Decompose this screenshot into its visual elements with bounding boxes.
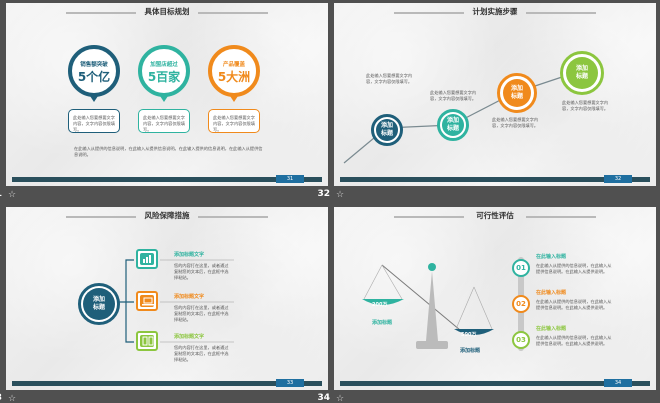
left-value: 200万 [372, 302, 388, 308]
item-text-1: 您的内容打在这里，或者通过复制您的文本后，在此框中选择粘贴。 [174, 263, 229, 280]
step-text-3: 此处输入您要想要文字内容，文字内容仅限填写。 [492, 117, 539, 128]
item-text-3: 您的内容打在这里，或者通过复制您的文本后，在此框中选择粘贴。 [174, 345, 229, 362]
branch-lines [118, 259, 234, 343]
goal-text-box-1: 此处输入您要想要文字内容，文字内容仅限填写。 [68, 109, 120, 133]
page-number: 32 [604, 175, 632, 183]
step-number-3: 03 [512, 331, 530, 349]
star-icon[interactable]: ☆ [8, 394, 17, 403]
row-text-3: 在此输入从提供的信息说明，在此输入从提供信息说明。在此输入从提供说明。 [536, 335, 612, 346]
slide-canvas: 具体目标规划 销售额突破 5个亿 加盟店超过 5百家 产品覆盖 5大洲 此处输入… [6, 3, 328, 186]
star-icon[interactable]: ☆ [8, 190, 17, 200]
row-title-3: 在此输入标题 [536, 326, 567, 332]
slide-number: 32 [317, 189, 330, 199]
step-circle-2: 添加 标题 [437, 109, 469, 141]
bottom-description: 在此输入从提供的信息说明，在此输入从提供信息说明。在此输入提供的信息说明，在此输… [74, 146, 263, 157]
item-title-1: 添加标题文字 [174, 252, 205, 258]
goal-bubble-1: 销售额突破 5个亿 [68, 45, 120, 97]
slide-number: 33 [0, 393, 2, 403]
goal-bubble-3: 产品覆盖 5大洲 [208, 45, 260, 97]
slide-number: 31 [0, 189, 2, 199]
step-circle-4: 添加 标题 [560, 51, 604, 95]
center-circle: 添加 标题 [78, 283, 120, 325]
step-number-2: 02 [512, 295, 530, 313]
goal-text-box-3: 此处输入您要想要文字内容，文字内容仅限填写。 [208, 109, 260, 133]
step-text-2: 此处输入您要想要文字内容，文字内容仅限填写。 [430, 90, 477, 101]
balance-scale-graphic [362, 263, 494, 349]
slide-canvas: 可行性评估 200万 500万 添加标题 添加标题 01 02 03 在 [334, 207, 656, 390]
slide-title: 可行性评估 [476, 211, 514, 220]
row-title-2: 在此输入标题 [536, 290, 567, 296]
slide-canvas: 计划实施步骤 添加 标题 添加 标题 添加 标题 添加 标题 此处输入您要想要文… [334, 3, 656, 186]
chart-icon [136, 249, 158, 269]
slide-title: 风险保障措施 [144, 211, 190, 220]
row-title-1: 在此输入标题 [536, 254, 567, 260]
item-title-3: 添加标题文字 [174, 334, 205, 340]
row-text-2: 在此输入从提供的信息说明，在此输入从提供信息说明。在此输入从提供说明。 [536, 299, 612, 310]
slide-title: 具体目标规划 [144, 7, 190, 16]
step-number-1: 01 [512, 259, 530, 277]
page-number: 31 [276, 175, 304, 183]
page-number: 34 [604, 379, 632, 387]
goal-text-box-2: 此处输入您要想要文字内容，文字内容仅限填写。 [138, 109, 190, 133]
row-text-1: 在此输入从提供的信息说明，在此输入从提供信息说明。在此输入从提供说明。 [536, 263, 612, 274]
laptop-icon [136, 291, 158, 311]
document-icon [136, 331, 158, 351]
item-text-2: 您的内容打在这里，或者通过复制您的文本后，在此框中选择粘贴。 [174, 305, 229, 322]
goal-bubble-2: 加盟店超过 5百家 [138, 45, 190, 97]
step-circle-1: 添加 标题 [371, 114, 403, 146]
left-label: 添加标题 [372, 320, 393, 326]
page-number: 33 [276, 379, 304, 387]
star-icon[interactable]: ☆ [336, 190, 345, 200]
step-circle-3: 添加 标题 [497, 73, 537, 113]
slide-canvas: 风险保障措施 添加 标题 添加标题文字 [6, 207, 328, 390]
right-label: 添加标题 [460, 348, 481, 354]
connector-lines [343, 72, 575, 164]
step-text-4: 此处输入您要想要文字内容，文字内容仅限填写。 [562, 100, 609, 111]
step-text-1: 此处输入您要想要文字内容，文字内容仅限填写。 [366, 73, 413, 84]
right-value: 500万 [461, 332, 477, 338]
slide-number: 34 [317, 393, 330, 403]
star-icon[interactable]: ☆ [336, 394, 345, 403]
item-title-2: 添加标题文字 [174, 294, 205, 300]
slide-title: 计划实施步骤 [472, 7, 518, 16]
